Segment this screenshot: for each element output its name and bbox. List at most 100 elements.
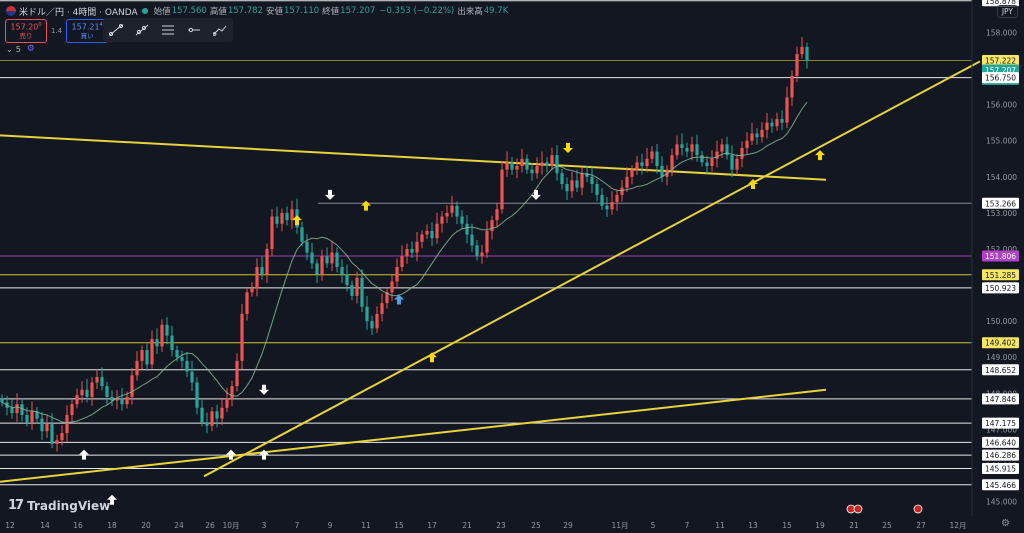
price-label: 151.285 bbox=[985, 271, 1016, 280]
moving-average-line bbox=[1, 101, 808, 424]
price-label-bg bbox=[982, 0, 1019, 7]
candle-body bbox=[380, 303, 384, 314]
candle-body bbox=[285, 212, 289, 221]
price-label: 145.915 bbox=[985, 465, 1016, 474]
candle-body bbox=[785, 97, 789, 123]
price-label-bg bbox=[982, 55, 1019, 67]
trade-panel: 157.200 売り 1.4 157.214 買い bbox=[5, 19, 109, 43]
candle-body bbox=[85, 389, 89, 397]
candle-body bbox=[780, 119, 784, 123]
time-tick-label: 27 bbox=[916, 521, 926, 530]
sell-button[interactable]: 157.200 売り bbox=[5, 19, 47, 43]
candle-body bbox=[435, 223, 439, 239]
indicator-legend[interactable]: ⌄ 5 ⚙ bbox=[6, 44, 35, 54]
parallel-channel-tool-icon[interactable] bbox=[159, 23, 177, 37]
drawing-toolbar bbox=[103, 18, 233, 42]
candle-body bbox=[450, 205, 454, 213]
buy-price-sup: 4 bbox=[99, 22, 103, 28]
candle-body bbox=[640, 162, 644, 166]
candle-body bbox=[405, 248, 409, 257]
candle-body bbox=[140, 350, 144, 361]
up-arrow-icon bbox=[226, 449, 236, 460]
candles bbox=[0, 37, 809, 452]
high-value: 157.782 bbox=[227, 6, 263, 16]
price-label-bg bbox=[982, 436, 1019, 448]
candle-body bbox=[630, 169, 634, 177]
candle-body bbox=[315, 263, 319, 275]
chevron-down-icon: ⌄ bbox=[6, 44, 13, 54]
candle-body bbox=[535, 165, 539, 174]
ray-tool-icon[interactable] bbox=[133, 23, 151, 37]
up-arrow-icon bbox=[427, 352, 437, 363]
candle-body bbox=[320, 256, 324, 275]
price-label-bg bbox=[982, 417, 1019, 429]
price-axis: 145.000146.000147.000148.000149.000150.0… bbox=[982, 0, 1019, 507]
settings-gear-icon[interactable]: ⚙ bbox=[26, 44, 35, 54]
candle-body bbox=[80, 389, 84, 396]
price-label-bg bbox=[982, 393, 1019, 405]
candle-body bbox=[360, 277, 364, 307]
time-tick-label: 29 bbox=[563, 521, 573, 530]
candle-body bbox=[55, 440, 59, 444]
time-tick-label: 26 bbox=[205, 521, 215, 530]
candle-body bbox=[505, 162, 509, 170]
candle-body bbox=[615, 194, 619, 203]
candle-body bbox=[35, 411, 39, 419]
candle-body bbox=[705, 162, 709, 166]
currency-flag-icon bbox=[6, 6, 16, 16]
path-tool-icon[interactable] bbox=[211, 23, 229, 37]
price-tick-label: 147.000 bbox=[986, 425, 1017, 434]
change-value: −0.353 (−0.22%) bbox=[379, 6, 455, 16]
candle-body bbox=[245, 292, 249, 314]
price-label: 157.222 bbox=[985, 57, 1016, 66]
candle-body bbox=[560, 173, 564, 185]
candle-body bbox=[460, 216, 464, 224]
time-tick-label: 5 bbox=[651, 521, 656, 530]
buy-button[interactable]: 157.214 買い bbox=[66, 19, 109, 43]
candle-body bbox=[95, 377, 99, 383]
candle-body bbox=[180, 357, 184, 361]
volume-label: 出来高 bbox=[457, 7, 483, 17]
currency-selector[interactable]: JPY bbox=[996, 5, 1018, 18]
candle-body bbox=[715, 151, 719, 159]
candle-body bbox=[485, 230, 489, 253]
symbol-title[interactable]: 米ドル／円 · 4時間 · OANDA bbox=[19, 7, 138, 18]
price-label: 148.652 bbox=[985, 366, 1016, 375]
time-tick-label: 11 bbox=[361, 521, 371, 530]
candle-body bbox=[220, 407, 224, 419]
open-label: 始値 bbox=[153, 7, 171, 17]
candle-body bbox=[690, 144, 694, 152]
horizontal-line-tool-icon[interactable] bbox=[185, 23, 203, 37]
candle-body bbox=[515, 165, 519, 170]
time-axis: 12 14 16 18 20 24 26 10月 3 7 9 11 15 17 21 23 25 29 11月 5 7 1… bbox=[5, 504, 967, 530]
candle-body bbox=[760, 129, 764, 138]
price-label-bg bbox=[982, 72, 1019, 84]
time-tick-label: 16 bbox=[73, 521, 83, 530]
price-tick-label: 153.000 bbox=[986, 209, 1017, 218]
candle-body bbox=[235, 360, 239, 387]
candle-body bbox=[745, 140, 749, 148]
candle-body bbox=[230, 386, 234, 399]
candle-body bbox=[280, 212, 284, 224]
time-tick-label: 25 bbox=[531, 521, 541, 530]
price-label-bg bbox=[982, 282, 1019, 294]
candle-body bbox=[25, 414, 29, 423]
time-tick-label: 17 bbox=[427, 521, 437, 530]
time-tick-label: 18 bbox=[107, 521, 117, 530]
price-label: 151.806 bbox=[985, 252, 1016, 261]
candle-body bbox=[150, 339, 154, 365]
axis-settings-gear-icon[interactable]: ⚙ bbox=[1001, 518, 1010, 529]
candle-body bbox=[440, 216, 444, 224]
price-label-bg bbox=[982, 337, 1019, 349]
candle-body bbox=[620, 187, 624, 195]
candle-body bbox=[115, 398, 119, 401]
candle-body bbox=[145, 350, 149, 365]
candle-body bbox=[550, 155, 554, 166]
trend-line-tool-icon[interactable] bbox=[107, 23, 125, 37]
candle-body bbox=[375, 313, 379, 329]
candle-body bbox=[600, 194, 604, 206]
candle-body bbox=[575, 180, 579, 188]
candle-body bbox=[210, 411, 214, 426]
close-label: 終値 bbox=[322, 7, 340, 17]
